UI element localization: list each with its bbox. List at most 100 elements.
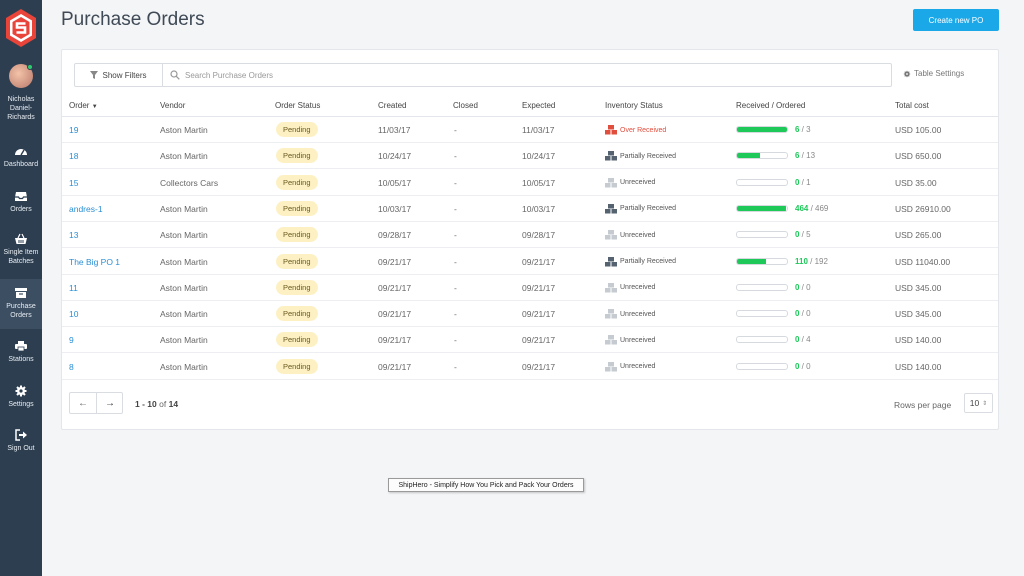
created-cell: 09/28/17 <box>378 230 412 241</box>
sidebar-item-orders[interactable]: Orders <box>0 190 42 214</box>
inventory-status-label: Unreceived <box>620 336 656 344</box>
table-row[interactable]: The Big PO 1 Aston Martin Pending 09/21/17 -… <box>62 249 998 275</box>
table-row[interactable]: 11 Aston Martin Pending 09/21/17 - 09/21/17 Un… <box>62 275 998 301</box>
sidebar-item-dashboard[interactable]: Dashboard <box>0 145 42 169</box>
ordered-count: 0 <box>806 309 811 319</box>
show-filters-button[interactable]: Show Filters <box>75 64 163 86</box>
order-link[interactable]: 15 <box>69 177 79 188</box>
sidebar-item-settings[interactable]: Settings <box>0 385 42 409</box>
column-header-order-status[interactable]: Order Status <box>275 101 321 110</box>
closed-cell: - <box>454 151 457 162</box>
rows-per-page-value: 10 <box>969 398 980 408</box>
column-header-created[interactable]: Created <box>378 101 407 110</box>
created-cell: 10/03/17 <box>378 203 412 214</box>
sort-desc-icon: ▼ <box>91 104 98 110</box>
expected-cell: 09/21/17 <box>522 282 556 293</box>
ratio-separator: / <box>799 230 807 240</box>
table-row[interactable]: 19 Aston Martin Pending 11/03/17 - 11/03/17 Ov… <box>62 117 998 143</box>
page-range: 1 - 10 <box>135 399 157 409</box>
created-cell: 09/21/17 <box>378 361 412 372</box>
status-badge: Pending <box>276 306 318 322</box>
online-status-dot <box>27 64 33 70</box>
received-progress-fill <box>737 205 787 211</box>
ordered-count: 0 <box>806 361 811 371</box>
next-page-button[interactable]: → <box>97 393 123 413</box>
create-new-po-button[interactable]: Create new PO <box>913 9 999 31</box>
ratio-separator: / <box>799 335 807 345</box>
rows-per-page-select[interactable]: 10 ⇕ <box>964 393 993 413</box>
ratio-separator: / <box>807 256 815 266</box>
received-progress-bar <box>736 283 788 291</box>
sidebar-item-stations[interactable]: Stations <box>0 340 42 364</box>
order-link[interactable]: 10 <box>69 309 79 320</box>
table-row[interactable]: 8 Aston Martin Pending 09/21/17 - 09/21/17 Unr… <box>62 354 998 380</box>
expected-cell: 09/21/17 <box>522 309 556 320</box>
ordered-count: 5 <box>806 230 811 240</box>
column-header-inventory-status[interactable]: Inventory Status <box>605 101 663 110</box>
total-cost-cell: USD 265.00 <box>895 230 942 241</box>
shiphero-logo-icon[interactable] <box>4 8 38 48</box>
order-link[interactable]: The Big PO 1 <box>69 256 121 267</box>
table-row[interactable]: 15 Collectors Cars Pending 10/05/17 - 10/05/1… <box>62 170 998 196</box>
sidebar-item-sign-out[interactable]: Sign Out <box>0 429 42 453</box>
vendor-cell: Aston Martin <box>160 151 208 162</box>
order-link[interactable]: 19 <box>69 125 79 135</box>
user-name: Nicholas Daniel-Richards <box>7 96 35 121</box>
inventory-status-label: Partially Received <box>620 152 677 160</box>
show-filters-label: Show Filters <box>102 70 147 80</box>
column-header-vendor[interactable]: Vendor <box>160 101 186 110</box>
gear-icon <box>15 385 27 397</box>
previous-page-button[interactable]: ← <box>70 393 96 413</box>
table-row[interactable]: 9 Aston Martin Pending 09/21/17 - 09/21/17 Unr… <box>62 327 998 354</box>
status-badge: Pending <box>276 253 318 269</box>
table-row[interactable]: 10 Aston Martin Pending 09/21/17 - 09/21/17 Un… <box>62 301 998 328</box>
expected-cell: 09/21/17 <box>522 256 556 267</box>
table-row[interactable]: andres-1 Aston Martin Pending 10/03/17 - 10/0… <box>62 196 998 222</box>
closed-cell: - <box>454 256 457 267</box>
inventory-status: Unreceived <box>605 301 655 327</box>
column-header-closed[interactable]: Closed <box>453 101 478 110</box>
closed-cell: - <box>454 361 457 372</box>
closed-cell: - <box>454 177 457 188</box>
received-progress-bar <box>736 336 788 344</box>
expected-cell: 11/03/17 <box>522 125 555 135</box>
received-progress-fill <box>737 258 766 264</box>
column-header-order[interactable]: Order ▼ <box>69 101 98 110</box>
received-progress-bar <box>736 231 788 239</box>
ratio-separator: / <box>799 361 807 371</box>
received-ordered-ratio: 0 / 5 <box>795 222 811 248</box>
order-link[interactable]: 13 <box>69 230 79 241</box>
closed-cell: - <box>454 309 457 320</box>
expected-cell: 10/24/17 <box>522 151 556 162</box>
sidebar-item-label: Single Item Batches <box>3 249 39 265</box>
sidebar: Nicholas Daniel-Richards Dashboard Order… <box>0 0 42 576</box>
status-badge: Pending <box>276 332 318 348</box>
order-link[interactable]: 18 <box>69 151 79 162</box>
table-row[interactable]: 13 Aston Martin Pending 09/28/17 - 09/28/17 Un… <box>62 222 998 249</box>
inventory-status-label: Unreceived <box>620 179 656 187</box>
order-link[interactable]: 11 <box>69 282 78 293</box>
select-arrows-icon: ⇕ <box>982 400 988 407</box>
sidebar-item-purchase-orders[interactable]: Purchase Orders <box>0 279 42 329</box>
order-link[interactable]: andres-1 <box>69 203 103 214</box>
created-cell: 09/21/17 <box>378 335 412 346</box>
received-count: 0 <box>795 335 800 345</box>
arrow-right-icon: → <box>105 397 115 409</box>
inventory-status: Over Received <box>605 117 666 143</box>
column-header-expected[interactable]: Expected <box>522 101 556 110</box>
column-header-received-ordered[interactable]: Received / Ordered <box>736 101 806 110</box>
sidebar-item-single-item-batches[interactable]: Single Item Batches <box>0 233 42 266</box>
order-link[interactable]: 8 <box>69 361 74 372</box>
table-settings-button[interactable]: Table Settings <box>903 69 964 78</box>
table-row[interactable]: 18 Aston Martin Pending 10/24/17 - 10/24/17 Pa… <box>62 143 998 170</box>
page-title: Purchase Orders <box>61 9 205 30</box>
gear-icon <box>903 70 911 77</box>
status-badge: Pending <box>276 174 318 190</box>
inventory-status-label: Unreceived <box>620 363 656 371</box>
search-input[interactable] <box>185 67 875 83</box>
ratio-separator: / <box>799 282 807 292</box>
order-link[interactable]: 9 <box>69 335 74 346</box>
column-header-total-cost[interactable]: Total cost <box>895 101 929 110</box>
created-cell: 10/05/17 <box>378 177 412 188</box>
total-cost-cell: USD 345.00 <box>895 309 942 320</box>
